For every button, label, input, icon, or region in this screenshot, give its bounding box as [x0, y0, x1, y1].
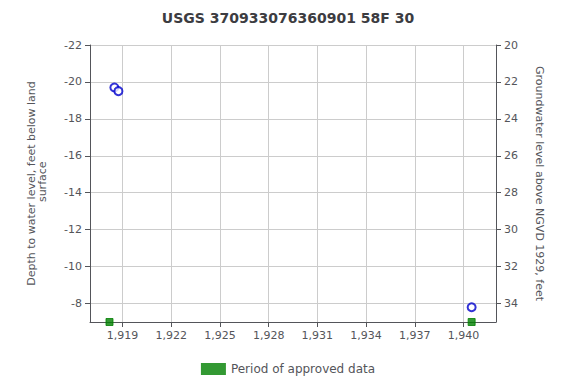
svg-text:1,919: 1,919 — [107, 329, 139, 342]
svg-text:-22: -22 — [64, 39, 82, 52]
svg-text:Depth to water level, feet bel: Depth to water level, feet below land — [25, 81, 38, 286]
svg-text:Groundwater level above NGVD 1: Groundwater level above NGVD 1929, feet — [533, 66, 546, 302]
svg-text:USGS 370933076360901 58F 30: USGS 370933076360901 58F 30 — [162, 10, 415, 26]
svg-text:1,937: 1,937 — [399, 329, 431, 342]
svg-text:34: 34 — [504, 297, 518, 310]
svg-text:1,925: 1,925 — [204, 329, 236, 342]
svg-text:1,931: 1,931 — [302, 329, 334, 342]
svg-text:32: 32 — [504, 260, 518, 273]
svg-text:-20: -20 — [64, 75, 82, 88]
svg-text:22: 22 — [504, 75, 518, 88]
svg-text:-10: -10 — [64, 260, 82, 273]
svg-text:-16: -16 — [64, 149, 82, 162]
svg-text:-8: -8 — [71, 297, 82, 310]
svg-text:28: 28 — [504, 186, 518, 199]
svg-text:-18: -18 — [64, 112, 82, 125]
svg-text:surface: surface — [36, 161, 49, 205]
svg-text:Period of approved data: Period of approved data — [231, 362, 375, 376]
svg-text:24: 24 — [504, 112, 518, 125]
svg-text:-12: -12 — [64, 223, 82, 236]
svg-text:1,928: 1,928 — [253, 329, 285, 342]
svg-text:1,940: 1,940 — [448, 329, 480, 342]
svg-text:20: 20 — [504, 39, 518, 52]
svg-text:-14: -14 — [64, 186, 82, 199]
svg-text:1,922: 1,922 — [155, 329, 187, 342]
svg-text:1,934: 1,934 — [350, 329, 382, 342]
svg-text:26: 26 — [504, 149, 518, 162]
svg-text:30: 30 — [504, 223, 518, 236]
